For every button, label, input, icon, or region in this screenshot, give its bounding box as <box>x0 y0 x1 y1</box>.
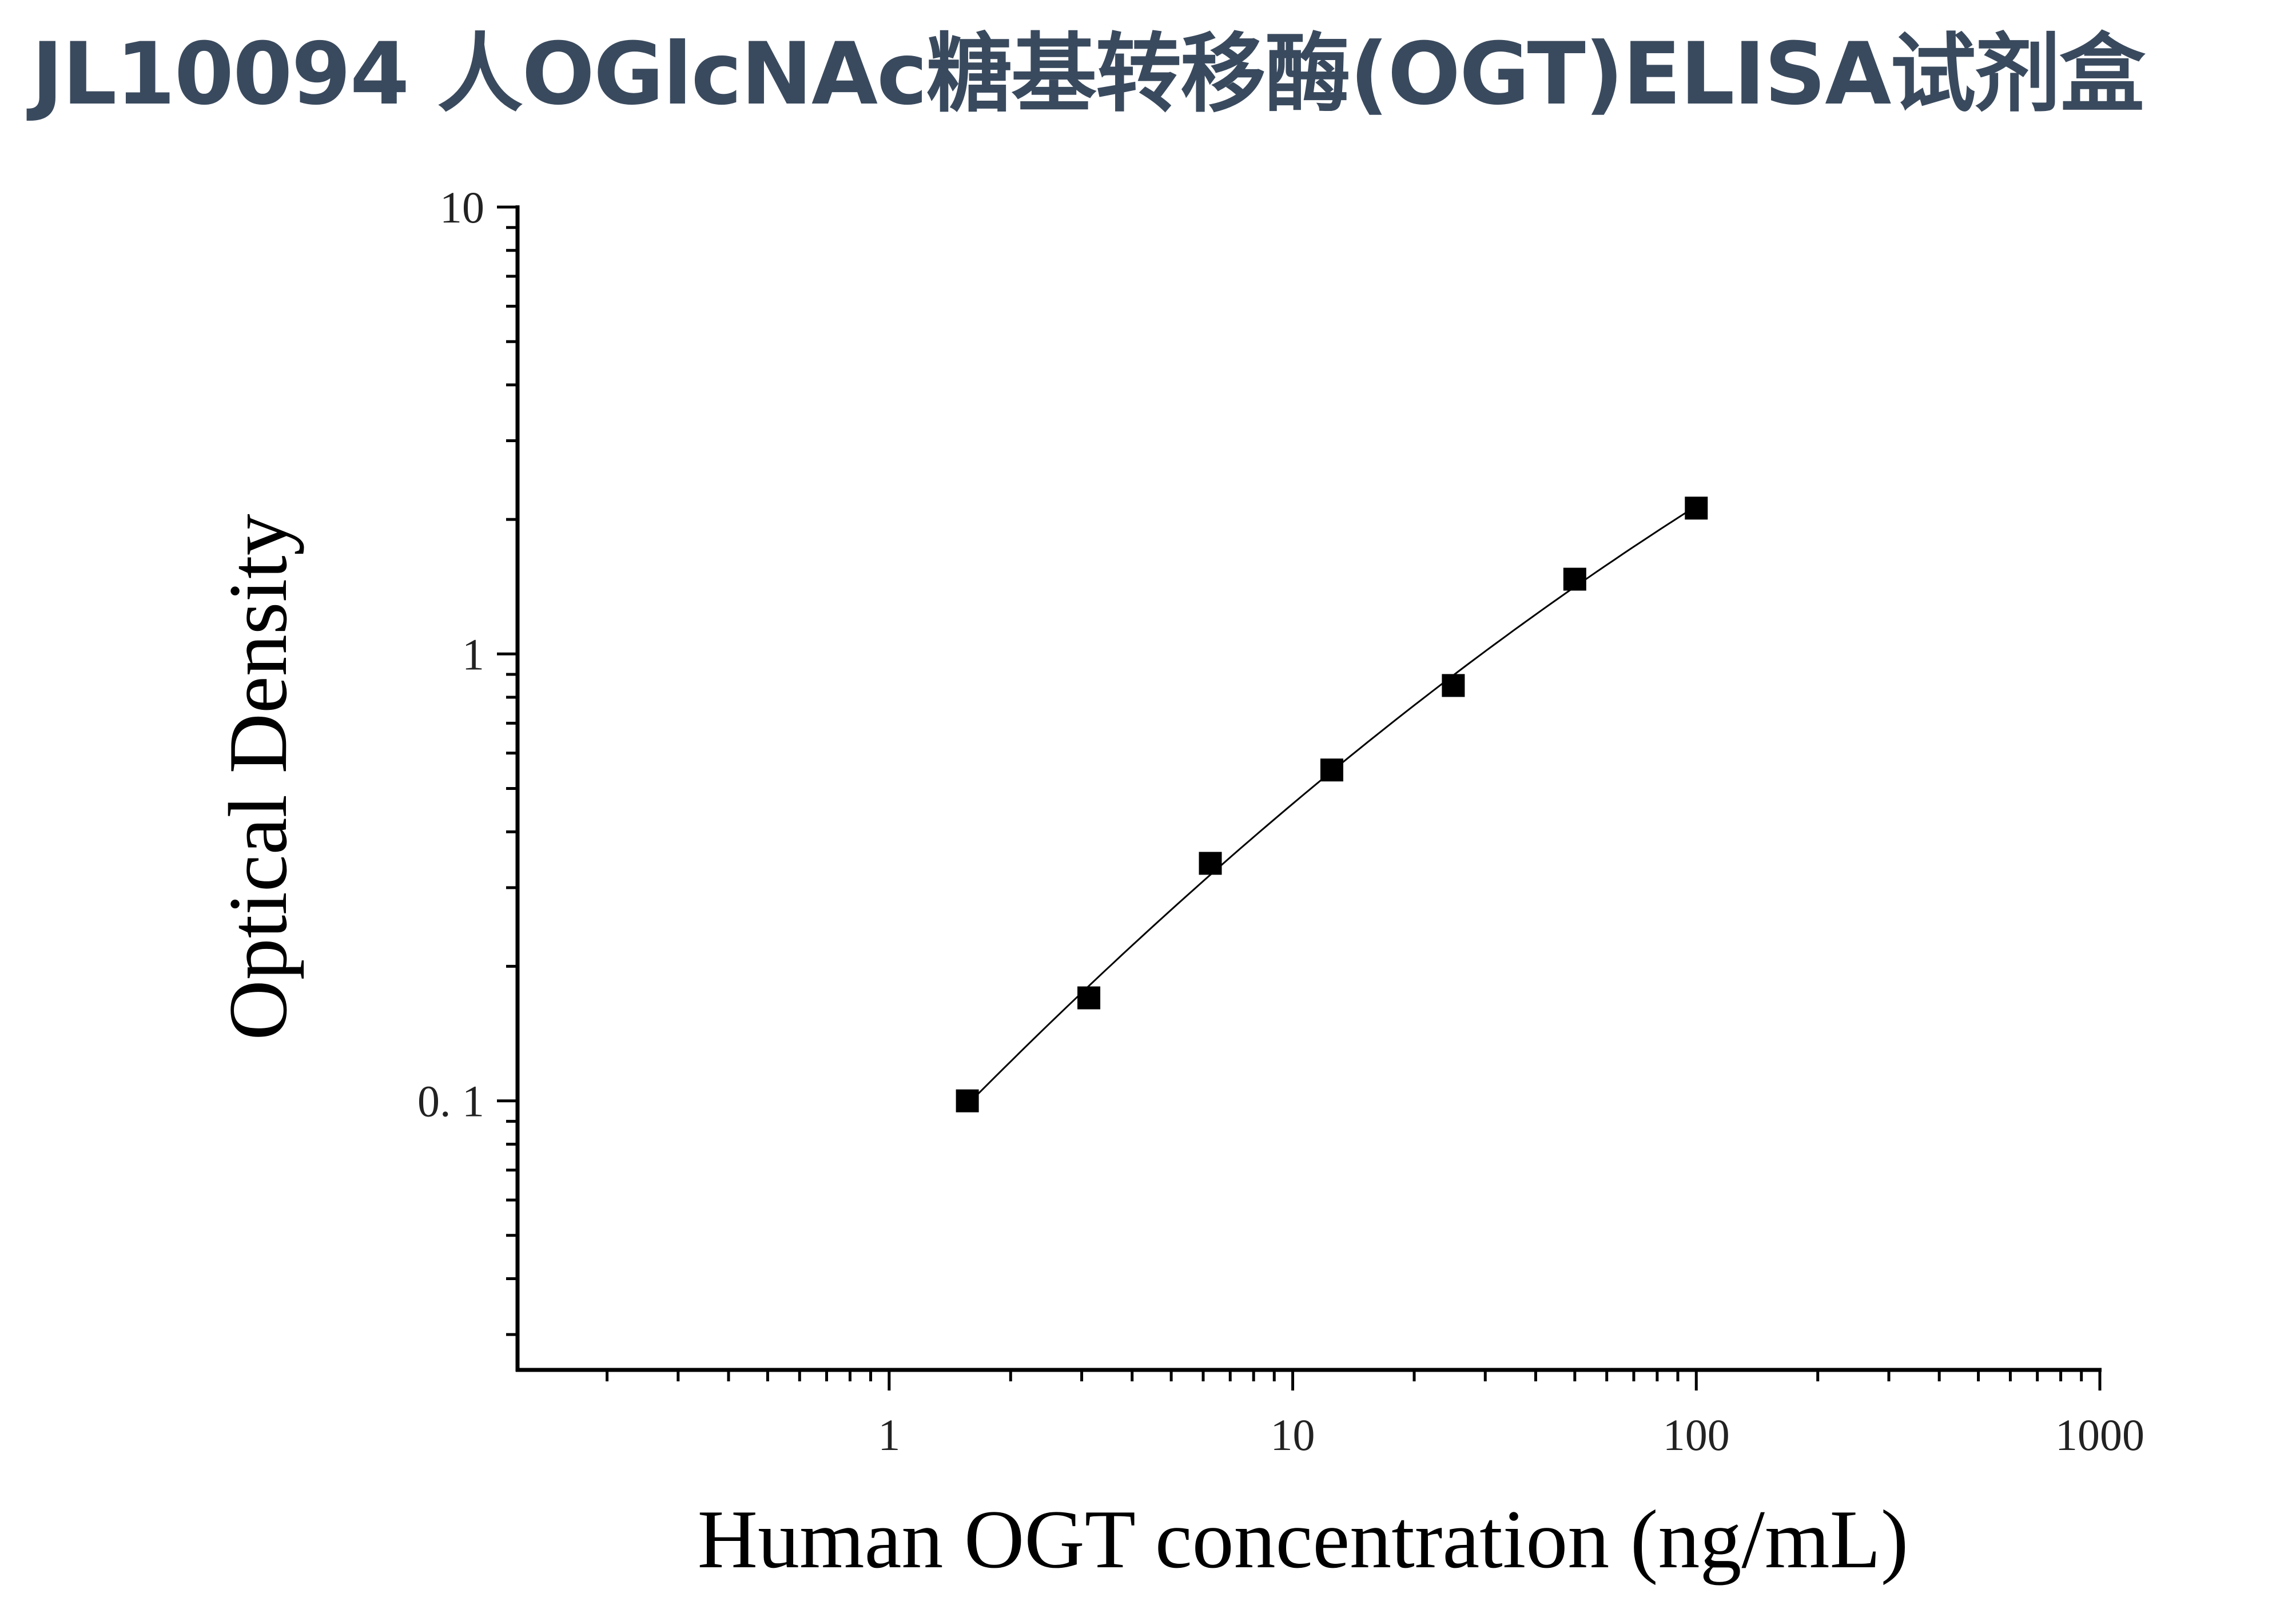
y-tick-label: 0. 1 <box>417 1076 484 1126</box>
data-point <box>1199 852 1222 875</box>
data-points <box>956 496 1708 1113</box>
x-axis-title: Human OGT concentration (ng/mL) <box>698 1493 1909 1586</box>
y-tick-label: 1 <box>462 629 484 679</box>
y-ticks <box>497 205 518 1336</box>
y-tick-label: 10 <box>440 182 484 232</box>
x-tick-label: 100 <box>1663 1410 1730 1460</box>
y-axis-title: Optical Density <box>212 514 304 1040</box>
data-point <box>1685 496 1708 520</box>
x-tick-label: 10 <box>1271 1410 1315 1460</box>
data-point <box>956 1089 979 1113</box>
fit-curve <box>966 505 1697 1106</box>
page-title: JL10094 人OGlcNAc糖基转移酶(OGT)ELISA试剂盒 <box>31 25 2145 124</box>
x-tick-label: 1 <box>878 1410 900 1460</box>
data-point <box>1077 986 1101 1010</box>
x-tick-label: 1000 <box>2055 1410 2144 1460</box>
axes <box>515 205 2102 1372</box>
x-ticks <box>606 1370 2102 1391</box>
data-point <box>1320 758 1343 782</box>
data-point <box>1563 567 1586 591</box>
data-point <box>1442 674 1465 697</box>
